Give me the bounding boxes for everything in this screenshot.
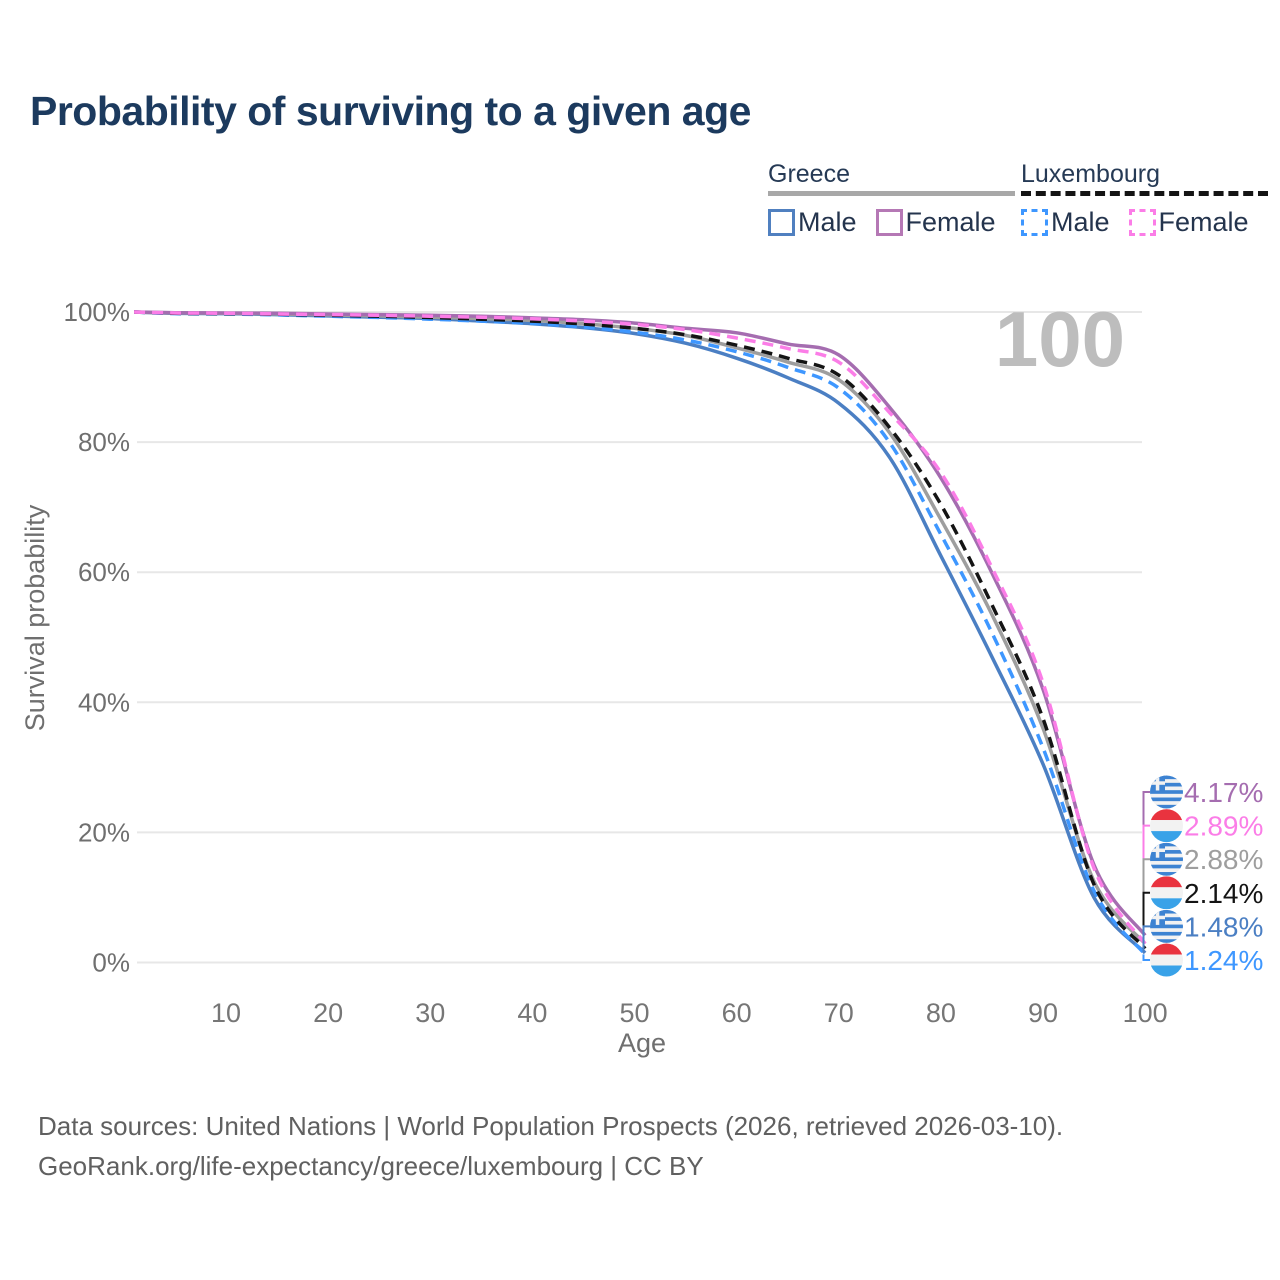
y-tick-label-60: 60% bbox=[78, 557, 130, 587]
series-line-greece-female[interactable] bbox=[134, 310, 1147, 937]
luxembourg-flag-icon bbox=[1150, 809, 1183, 843]
page-title: Probability of surviving to a given age bbox=[30, 88, 751, 134]
footer-data-sources: Data sources: United Nations | World Pop… bbox=[38, 1111, 1064, 1141]
hover-age-watermark: 100 bbox=[995, 295, 1125, 383]
y-tick-label-20: 20% bbox=[78, 817, 130, 847]
y-tick-label-40: 40% bbox=[78, 687, 130, 717]
x-tick-label-90: 90 bbox=[1028, 998, 1058, 1028]
y-tick-label-100: 100% bbox=[64, 297, 131, 327]
x-tick-label-40: 40 bbox=[517, 998, 547, 1028]
legend-label-greece-male: Male bbox=[798, 207, 857, 237]
x-tick-label-20: 20 bbox=[313, 998, 343, 1028]
footer: Data sources: United Nations | World Pop… bbox=[38, 1106, 1063, 1186]
greece-flag-icon bbox=[1150, 842, 1183, 876]
legend-header-greece: Greece bbox=[768, 160, 850, 188]
greece-female-checkbox-icon[interactable] bbox=[875, 209, 903, 236]
legend-label-luxembourg-female: Female bbox=[1158, 207, 1249, 237]
greece-male-checkbox-icon[interactable] bbox=[768, 209, 795, 236]
legend-label-luxembourg-male: Male bbox=[1051, 207, 1110, 237]
greece-flag-icon bbox=[1150, 775, 1183, 809]
x-axis-label: Age bbox=[618, 1028, 666, 1058]
series-line-greece-male[interactable] bbox=[134, 310, 1147, 955]
x-tick-label-100: 100 bbox=[1123, 998, 1168, 1028]
end-label-greece-male: 1.48% bbox=[1184, 911, 1263, 942]
series-line-luxembourg-male[interactable] bbox=[134, 310, 1147, 956]
end-label-greece-total: 2.88% bbox=[1184, 844, 1263, 875]
legend-label-greece-female: Female bbox=[905, 207, 996, 237]
footer-attribution: GeoRank.org/life-expectancy/greece/luxem… bbox=[38, 1151, 704, 1181]
series-line-luxembourg-total[interactable] bbox=[134, 310, 1147, 950]
luxembourg-flag-icon bbox=[1150, 943, 1183, 977]
legend-item-luxembourg-male[interactable]: Male bbox=[1021, 207, 1110, 238]
legend-item-greece-male[interactable]: Male bbox=[768, 207, 857, 238]
legend-items-luxembourg: Male Female bbox=[1021, 207, 1268, 238]
end-label-luxembourg-male: 1.24% bbox=[1184, 945, 1263, 976]
end-label-connector-luxembourg-male bbox=[1142, 954, 1150, 961]
legend-item-greece-female[interactable]: Female bbox=[875, 207, 996, 238]
legend-underline-luxembourg bbox=[1021, 191, 1268, 196]
legend-items-greece: Male Female bbox=[768, 207, 1015, 238]
x-tick-label-10: 10 bbox=[211, 998, 241, 1028]
legend-header-luxembourg: Luxembourg bbox=[1021, 160, 1160, 188]
series-line-greece-total[interactable] bbox=[134, 310, 1147, 945]
end-label-connector-greece-male bbox=[1142, 925, 1150, 953]
end-label-luxembourg-female: 2.89% bbox=[1184, 811, 1263, 842]
end-label-luxembourg-total: 2.14% bbox=[1184, 878, 1263, 909]
legend-group-greece: Greece Male Female bbox=[768, 162, 1015, 238]
luxembourg-male-checkbox-icon[interactable] bbox=[1021, 209, 1048, 236]
legend-item-luxembourg-female[interactable]: Female bbox=[1128, 207, 1249, 238]
x-tick-label-60: 60 bbox=[722, 998, 752, 1028]
x-tick-label-80: 80 bbox=[926, 998, 956, 1028]
y-tick-label-80: 80% bbox=[78, 427, 130, 457]
legend-underline-greece bbox=[768, 191, 1015, 196]
y-tick-label-0: 0% bbox=[92, 948, 130, 978]
y-axis-label: Survival probability bbox=[20, 504, 50, 731]
x-tick-label-70: 70 bbox=[824, 998, 854, 1028]
luxembourg-female-checkbox-icon[interactable] bbox=[1128, 209, 1156, 236]
legend-group-luxembourg: Luxembourg Male Female bbox=[1021, 162, 1268, 238]
x-tick-label-50: 50 bbox=[619, 998, 649, 1028]
x-tick-label-30: 30 bbox=[415, 998, 445, 1028]
luxembourg-flag-icon bbox=[1150, 876, 1183, 910]
greece-flag-icon bbox=[1150, 909, 1183, 943]
series-line-luxembourg-female[interactable] bbox=[134, 310, 1147, 945]
end-label-greece-female: 4.17% bbox=[1184, 777, 1263, 808]
